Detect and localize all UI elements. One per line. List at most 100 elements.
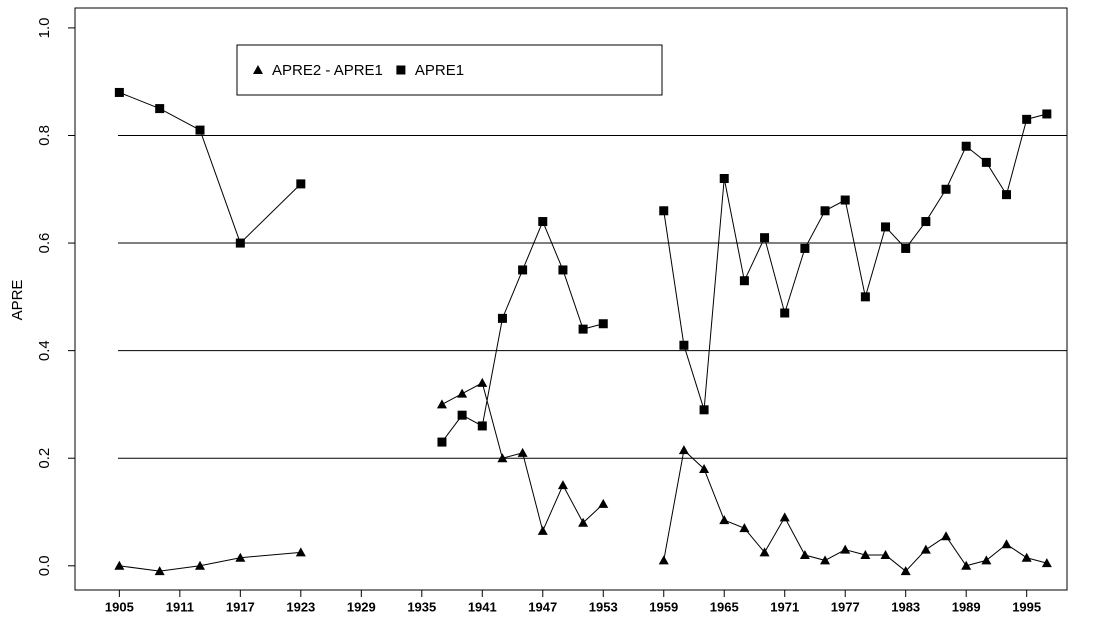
point [719,174,729,184]
y-tick-label: 0.8 [36,125,53,146]
point [941,184,951,194]
point [457,410,467,420]
point [900,566,911,576]
point [155,104,165,114]
point [558,265,568,275]
point [598,319,608,329]
legend-box [236,44,663,96]
point [296,179,306,189]
x-tick-label: 1971 [770,599,799,614]
series-line [119,91,1047,443]
x-tick-label: 1977 [831,599,860,614]
point [880,550,891,560]
legend-marker [396,65,406,75]
x-tick-label: 1959 [649,599,678,614]
y-axis-label: APRE [9,280,26,321]
point [920,544,931,554]
point [497,313,507,323]
point [1042,109,1052,119]
point [235,552,246,562]
point [497,453,508,463]
point [1002,190,1012,200]
point [800,243,810,253]
x-tick-label: 1995 [1012,599,1041,614]
point [235,238,245,248]
x-tick-label: 1983 [891,599,920,614]
point [760,233,770,243]
x-tick-label: 1941 [468,599,497,614]
point [840,544,851,554]
point [477,421,487,431]
x-tick-label: 1953 [589,599,618,614]
point [538,217,548,227]
point [780,308,790,318]
point [437,437,447,447]
point [658,555,669,565]
point [799,550,810,560]
y-tick-label: 0.2 [36,448,53,469]
point [517,447,528,457]
legend-marker [253,65,263,74]
point [537,525,548,535]
point [921,217,931,227]
point [860,292,870,302]
x-tick-label: 1917 [226,599,255,614]
point [154,566,165,576]
point [941,531,952,541]
point [699,405,709,415]
point [457,388,468,398]
point [901,243,911,253]
point [518,265,528,275]
point [114,87,124,97]
plot-frame [74,7,1068,591]
point [739,523,750,533]
point [295,547,306,557]
y-tick-label: 0.0 [36,555,53,576]
point [578,324,588,334]
point [719,515,730,525]
point [779,512,790,522]
x-tick-label: 1965 [710,599,739,614]
point [1021,552,1032,562]
point [759,547,770,557]
x-tick-label: 1935 [407,599,436,614]
point [557,480,568,490]
point [578,517,589,527]
point [860,550,871,560]
point [679,340,689,350]
point [981,555,992,565]
point [114,560,125,570]
point [678,445,689,455]
x-tick-label: 1923 [286,599,315,614]
x-tick-label: 1929 [347,599,376,614]
point [659,206,669,216]
point [436,399,447,409]
point [981,157,991,167]
point [1022,114,1032,124]
x-tick-label: 1989 [952,599,981,614]
series-line [119,382,1047,572]
legend-label: APRE1 [415,62,464,79]
point [195,125,205,135]
point [195,560,206,570]
point [1001,539,1012,549]
point [598,498,609,508]
y-tick-label: 0.4 [36,340,53,361]
x-tick-label: 1911 [166,599,194,614]
point [840,195,850,205]
point [961,560,972,570]
point [820,206,830,216]
point [820,555,831,565]
y-tick-label: 1.0 [36,17,53,38]
y-tick-label: 0.6 [36,233,53,254]
point [881,222,891,232]
point [1041,558,1052,568]
point [699,463,710,473]
point [477,377,488,387]
point [739,276,749,286]
x-tick-label: 1947 [528,599,557,614]
x-tick-label: 1905 [105,599,134,614]
legend-label: APRE2 - APRE1 [272,62,383,79]
point [961,141,971,151]
